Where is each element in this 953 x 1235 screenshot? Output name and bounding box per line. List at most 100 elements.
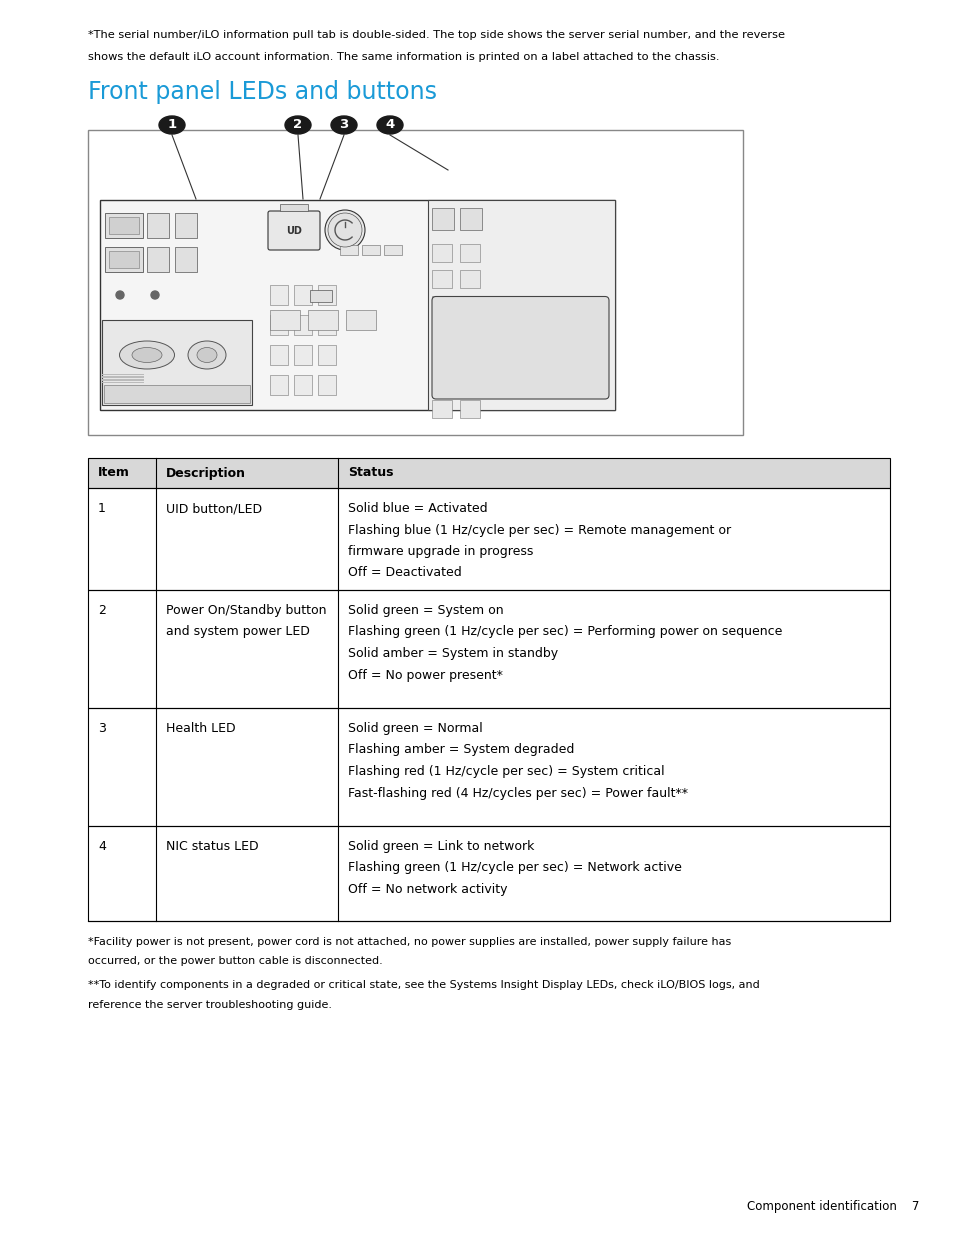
- Text: 1: 1: [98, 501, 106, 515]
- Text: 1: 1: [168, 119, 176, 131]
- Bar: [270, 315, 288, 335]
- Bar: [174, 247, 196, 272]
- Bar: [104, 385, 250, 403]
- Bar: [88, 130, 742, 435]
- Bar: [308, 310, 337, 330]
- Bar: [459, 374, 479, 391]
- Text: Off = No power present*: Off = No power present*: [348, 668, 502, 682]
- Bar: [317, 285, 335, 305]
- Text: 2: 2: [294, 119, 302, 131]
- Text: Component identification    7: Component identification 7: [746, 1200, 918, 1213]
- Text: Flashing blue (1 Hz/cycle per sec) = Remote management or: Flashing blue (1 Hz/cycle per sec) = Rem…: [348, 524, 730, 536]
- Text: UD: UD: [286, 226, 301, 236]
- Text: firmware upgrade in progress: firmware upgrade in progress: [348, 545, 533, 558]
- Text: 3: 3: [339, 119, 348, 131]
- Text: reference the server troubleshooting guide.: reference the server troubleshooting gui…: [88, 999, 332, 1009]
- Bar: [105, 212, 143, 238]
- Bar: [270, 310, 299, 330]
- Bar: [346, 310, 375, 330]
- Text: NIC status LED: NIC status LED: [166, 840, 258, 853]
- Bar: [310, 290, 332, 303]
- Text: Flashing green (1 Hz/cycle per sec) = Network active: Flashing green (1 Hz/cycle per sec) = Ne…: [348, 862, 681, 874]
- Bar: [432, 374, 452, 391]
- Text: Item: Item: [98, 467, 130, 479]
- Text: Fast-flashing red (4 Hz/cycles per sec) = Power fault**: Fast-flashing red (4 Hz/cycles per sec) …: [348, 787, 687, 799]
- Circle shape: [116, 291, 124, 299]
- Ellipse shape: [196, 347, 216, 363]
- Bar: [88, 458, 889, 488]
- Bar: [459, 322, 479, 340]
- Text: **To identify components in a degraded or critical state, see the Systems Insigh: **To identify components in a degraded o…: [88, 981, 759, 990]
- Bar: [459, 296, 479, 314]
- Bar: [270, 375, 288, 395]
- Circle shape: [151, 291, 159, 299]
- Bar: [102, 320, 252, 405]
- Bar: [339, 245, 357, 254]
- Bar: [432, 245, 452, 262]
- Text: and system power LED: and system power LED: [166, 625, 310, 638]
- Ellipse shape: [188, 341, 226, 369]
- Bar: [459, 270, 479, 288]
- FancyBboxPatch shape: [268, 211, 319, 249]
- Text: 2: 2: [98, 604, 106, 618]
- Bar: [147, 212, 169, 238]
- Bar: [294, 285, 312, 305]
- Bar: [459, 207, 481, 230]
- Ellipse shape: [285, 116, 311, 135]
- Text: shows the default iLO account information. The same information is printed on a : shows the default iLO account informatio…: [88, 52, 719, 62]
- Text: Off = No network activity: Off = No network activity: [348, 883, 507, 897]
- Text: 4: 4: [98, 840, 106, 853]
- Text: Solid amber = System in standby: Solid amber = System in standby: [348, 647, 558, 659]
- Bar: [459, 400, 479, 417]
- Ellipse shape: [159, 116, 185, 135]
- Bar: [294, 375, 312, 395]
- Bar: [294, 345, 312, 366]
- Bar: [432, 296, 452, 314]
- FancyBboxPatch shape: [432, 296, 608, 399]
- Bar: [432, 207, 454, 230]
- Text: *The serial number/iLO information pull tab is double-sided. The top side shows : *The serial number/iLO information pull …: [88, 30, 784, 40]
- Text: Flashing green (1 Hz/cycle per sec) = Performing power on sequence: Flashing green (1 Hz/cycle per sec) = Pe…: [348, 625, 781, 638]
- Bar: [317, 345, 335, 366]
- Bar: [361, 245, 379, 254]
- Text: Status: Status: [348, 467, 393, 479]
- Bar: [109, 251, 139, 268]
- Bar: [317, 375, 335, 395]
- Text: 4: 4: [385, 119, 395, 131]
- Bar: [459, 348, 479, 366]
- Text: Solid blue = Activated: Solid blue = Activated: [348, 501, 487, 515]
- Ellipse shape: [132, 347, 162, 363]
- Bar: [428, 200, 615, 410]
- Bar: [432, 322, 452, 340]
- Text: *Facility power is not present, power cord is not attached, no power supplies ar: *Facility power is not present, power co…: [88, 937, 731, 947]
- Bar: [384, 245, 401, 254]
- Text: Solid green = Normal: Solid green = Normal: [348, 722, 482, 735]
- Bar: [109, 217, 139, 233]
- Bar: [432, 400, 452, 417]
- Ellipse shape: [376, 116, 402, 135]
- Circle shape: [325, 210, 365, 249]
- Bar: [147, 247, 169, 272]
- Bar: [105, 247, 143, 272]
- Bar: [270, 285, 288, 305]
- Text: Flashing red (1 Hz/cycle per sec) = System critical: Flashing red (1 Hz/cycle per sec) = Syst…: [348, 764, 664, 778]
- Bar: [174, 212, 196, 238]
- Bar: [100, 200, 615, 410]
- Bar: [317, 315, 335, 335]
- Text: Health LED: Health LED: [166, 722, 235, 735]
- Ellipse shape: [331, 116, 356, 135]
- Bar: [270, 345, 288, 366]
- Text: Off = Deactivated: Off = Deactivated: [348, 567, 461, 579]
- Text: UID button/LED: UID button/LED: [166, 501, 262, 515]
- Bar: [88, 708, 889, 826]
- Bar: [88, 488, 889, 590]
- Bar: [432, 270, 452, 288]
- Bar: [459, 245, 479, 262]
- Text: Front panel LEDs and buttons: Front panel LEDs and buttons: [88, 80, 436, 104]
- Circle shape: [328, 212, 361, 247]
- Text: Solid green = System on: Solid green = System on: [348, 604, 503, 618]
- Bar: [88, 826, 889, 921]
- Text: Flashing amber = System degraded: Flashing amber = System degraded: [348, 743, 574, 757]
- Text: 3: 3: [98, 722, 106, 735]
- Bar: [294, 315, 312, 335]
